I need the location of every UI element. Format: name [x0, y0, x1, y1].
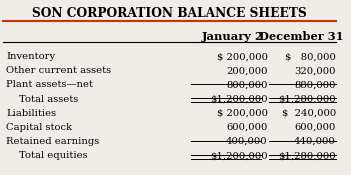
Text: Capital stock: Capital stock: [6, 123, 72, 132]
Text: Total equities: Total equities: [19, 151, 88, 160]
Text: December 31: December 31: [259, 31, 343, 42]
Text: $1,200,000: $1,200,000: [210, 151, 267, 160]
Text: $ 200,000: $ 200,000: [217, 52, 267, 61]
Text: 440,000: 440,000: [294, 137, 336, 146]
Text: January 2: January 2: [202, 31, 264, 42]
Text: 600,000: 600,000: [294, 123, 336, 132]
Text: $1,280,000: $1,280,000: [278, 151, 336, 160]
Text: $  240,000: $ 240,000: [282, 109, 336, 118]
Text: 320,000: 320,000: [294, 66, 336, 75]
Text: $ 200,000: $ 200,000: [217, 109, 267, 118]
Text: $   80,000: $ 80,000: [285, 52, 336, 61]
Text: Inventory: Inventory: [6, 52, 55, 61]
Text: Liabilities: Liabilities: [6, 109, 56, 118]
Text: SON CORPORATION BALANCE SHEETS: SON CORPORATION BALANCE SHEETS: [32, 6, 307, 20]
Text: 800,000: 800,000: [226, 80, 267, 89]
Text: $1,200,000: $1,200,000: [210, 94, 267, 104]
Text: Other current assets: Other current assets: [6, 66, 111, 75]
Text: 200,000: 200,000: [226, 66, 267, 75]
Text: $1,280,000: $1,280,000: [278, 94, 336, 104]
Text: 400,000: 400,000: [226, 137, 267, 146]
Text: 600,000: 600,000: [226, 123, 267, 132]
Text: Total assets: Total assets: [19, 94, 79, 104]
Text: Plant assets—net: Plant assets—net: [6, 80, 93, 89]
Text: 880,000: 880,000: [294, 80, 336, 89]
Text: Retained earnings: Retained earnings: [6, 137, 99, 146]
